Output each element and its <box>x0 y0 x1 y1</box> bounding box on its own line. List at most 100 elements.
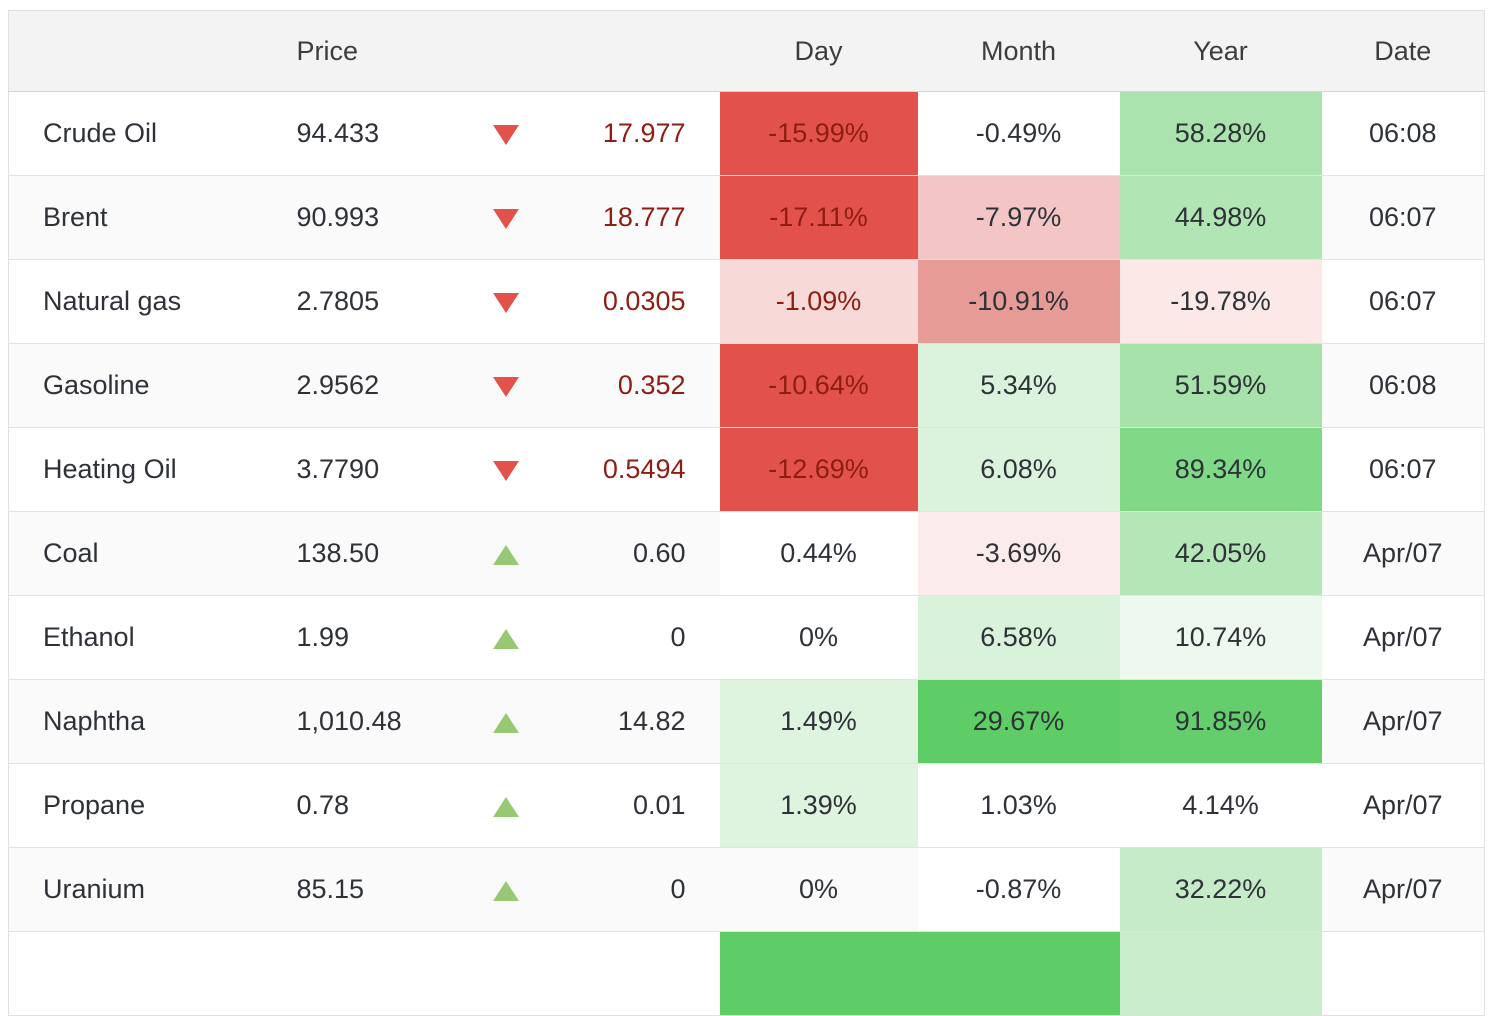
direction-cell <box>459 176 554 260</box>
change-cell: 0.01 <box>554 764 720 848</box>
direction-cell <box>459 932 554 1016</box>
day-change-cell: -1.09% <box>720 260 918 344</box>
date-cell: Apr/07 <box>1322 596 1485 680</box>
table-row[interactable] <box>9 932 1485 1016</box>
year-change-cell: 4.14% <box>1120 764 1322 848</box>
header-day[interactable]: Day <box>720 11 918 92</box>
table-row[interactable]: Propane 0.78 0.01 1.39% 1.03% 4.14% Apr/… <box>9 764 1485 848</box>
header-change-spacer <box>554 11 720 92</box>
day-change-cell: 0% <box>720 848 918 932</box>
month-change-cell: -3.69% <box>918 512 1120 596</box>
year-change-cell: 10.74% <box>1120 596 1322 680</box>
day-change-cell: -15.99% <box>720 92 918 176</box>
commodities-price-table: Price Day Month Year Date Crude Oil 94.4… <box>8 10 1485 1016</box>
commodity-name-cell[interactable]: Gasoline <box>9 344 289 428</box>
header-month[interactable]: Month <box>918 11 1120 92</box>
month-change-cell: -7.97% <box>918 176 1120 260</box>
commodity-name-cell[interactable]: Propane <box>9 764 289 848</box>
change-cell: 0 <box>554 596 720 680</box>
commodity-name-cell[interactable]: Naphtha <box>9 680 289 764</box>
change-cell: 0 <box>554 848 720 932</box>
month-change-cell <box>918 932 1120 1016</box>
date-cell: 06:07 <box>1322 428 1485 512</box>
commodity-name-cell[interactable]: Coal <box>9 512 289 596</box>
year-change-cell: 44.98% <box>1120 176 1322 260</box>
table-row[interactable]: Ethanol 1.99 0 0% 6.58% 10.74% Apr/07 <box>9 596 1485 680</box>
table-row[interactable]: Uranium 85.15 0 0% -0.87% 32.22% Apr/07 <box>9 848 1485 932</box>
date-cell: Apr/07 <box>1322 848 1485 932</box>
commodity-name-cell[interactable]: Heating Oil <box>9 428 289 512</box>
direction-arrow-icon <box>493 881 519 901</box>
header-arrow-spacer <box>459 11 554 92</box>
table-row[interactable]: Natural gas 2.7805 0.0305 -1.09% -10.91%… <box>9 260 1485 344</box>
direction-arrow-icon <box>493 713 519 733</box>
direction-cell <box>459 428 554 512</box>
direction-arrow-icon <box>493 629 519 649</box>
month-change-cell: 6.58% <box>918 596 1120 680</box>
table-row[interactable]: Heating Oil 3.7790 0.5494 -12.69% 6.08% … <box>9 428 1485 512</box>
direction-arrow-icon <box>493 377 519 397</box>
price-cell: 2.9562 <box>289 344 459 428</box>
date-cell: 06:08 <box>1322 92 1485 176</box>
commodity-name-cell[interactable]: Ethanol <box>9 596 289 680</box>
price-cell <box>289 932 459 1016</box>
year-change-cell: -19.78% <box>1120 260 1322 344</box>
price-cell: 2.7805 <box>289 260 459 344</box>
price-cell: 138.50 <box>289 512 459 596</box>
month-change-cell: 29.67% <box>918 680 1120 764</box>
direction-cell <box>459 680 554 764</box>
date-cell: 06:07 <box>1322 176 1485 260</box>
change-cell: 18.777 <box>554 176 720 260</box>
day-change-cell <box>720 932 918 1016</box>
day-change-cell: 1.49% <box>720 680 918 764</box>
year-change-cell: 51.59% <box>1120 344 1322 428</box>
commodity-name-cell[interactable] <box>9 932 289 1016</box>
date-cell: Apr/07 <box>1322 512 1485 596</box>
table-row[interactable]: Brent 90.993 18.777 -17.11% -7.97% 44.98… <box>9 176 1485 260</box>
change-cell <box>554 932 720 1016</box>
direction-cell <box>459 260 554 344</box>
commodity-name-cell[interactable]: Brent <box>9 176 289 260</box>
commodity-name-cell[interactable]: Crude Oil <box>9 92 289 176</box>
price-cell: 0.78 <box>289 764 459 848</box>
date-cell <box>1322 932 1485 1016</box>
price-cell: 85.15 <box>289 848 459 932</box>
month-change-cell: -10.91% <box>918 260 1120 344</box>
table-header-row: Price Day Month Year Date <box>9 11 1485 92</box>
year-change-cell: 91.85% <box>1120 680 1322 764</box>
header-date[interactable]: Date <box>1322 11 1485 92</box>
direction-cell <box>459 92 554 176</box>
year-change-cell: 89.34% <box>1120 428 1322 512</box>
direction-arrow-icon <box>493 797 519 817</box>
month-change-cell: 5.34% <box>918 344 1120 428</box>
price-cell: 90.993 <box>289 176 459 260</box>
table-row[interactable]: Gasoline 2.9562 0.352 -10.64% 5.34% 51.5… <box>9 344 1485 428</box>
year-change-cell: 32.22% <box>1120 848 1322 932</box>
direction-arrow-icon <box>493 209 519 229</box>
date-cell: Apr/07 <box>1322 680 1485 764</box>
month-change-cell: 1.03% <box>918 764 1120 848</box>
table-row[interactable]: Naphtha 1,010.48 14.82 1.49% 29.67% 91.8… <box>9 680 1485 764</box>
change-cell: 17.977 <box>554 92 720 176</box>
day-change-cell: -17.11% <box>720 176 918 260</box>
direction-cell <box>459 512 554 596</box>
price-cell: 1.99 <box>289 596 459 680</box>
table-row[interactable]: Crude Oil 94.433 17.977 -15.99% -0.49% 5… <box>9 92 1485 176</box>
direction-arrow-icon <box>493 125 519 145</box>
day-change-cell: -10.64% <box>720 344 918 428</box>
price-cell: 3.7790 <box>289 428 459 512</box>
header-price[interactable]: Price <box>289 11 459 92</box>
year-change-cell <box>1120 932 1322 1016</box>
date-cell: 06:08 <box>1322 344 1485 428</box>
day-change-cell: 0% <box>720 596 918 680</box>
month-change-cell: -0.87% <box>918 848 1120 932</box>
direction-cell <box>459 764 554 848</box>
date-cell: Apr/07 <box>1322 764 1485 848</box>
table-row[interactable]: Coal 138.50 0.60 0.44% -3.69% 42.05% Apr… <box>9 512 1485 596</box>
day-change-cell: 0.44% <box>720 512 918 596</box>
commodity-name-cell[interactable]: Natural gas <box>9 260 289 344</box>
header-year[interactable]: Year <box>1120 11 1322 92</box>
direction-arrow-icon <box>493 545 519 565</box>
commodities-table-container: Price Day Month Year Date Crude Oil 94.4… <box>8 10 1484 1016</box>
commodity-name-cell[interactable]: Uranium <box>9 848 289 932</box>
